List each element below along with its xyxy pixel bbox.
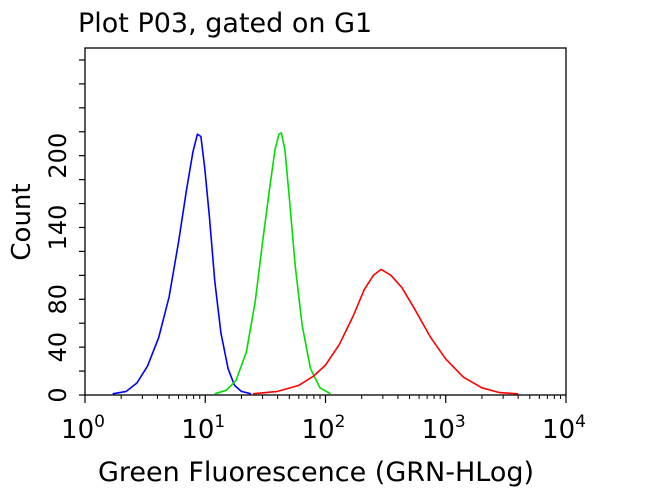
- series-line-1: [112, 133, 252, 395]
- y-axis: 0 40 80 140 200: [44, 59, 85, 403]
- x-axis: 100 101 102 103 104: [61, 395, 586, 445]
- x-tick-exponent: 4: [575, 412, 586, 432]
- x-tick-base: 10: [302, 415, 335, 445]
- x-tick-label: 104: [542, 412, 586, 445]
- x-tick-base: 10: [542, 415, 575, 445]
- x-tick-base: 10: [422, 415, 455, 445]
- x-tick-exponent: 2: [335, 412, 346, 432]
- y-tick-label: 40: [44, 332, 72, 363]
- x-tick-label: 102: [302, 412, 346, 445]
- y-tick-label: 0: [44, 387, 72, 402]
- series-group: [112, 132, 519, 395]
- x-tick-exponent: 1: [214, 412, 225, 432]
- chart-title: Plot P03, gated on G1: [78, 8, 372, 39]
- x-tick-label: 100: [61, 412, 105, 445]
- series-line-3: [253, 268, 519, 395]
- y-tick-label: 80: [44, 284, 72, 315]
- x-tick-exponent: 0: [94, 412, 105, 432]
- x-tick-base: 10: [181, 415, 214, 445]
- series-line-2: [214, 132, 331, 395]
- y-tick-label: 200: [44, 133, 72, 179]
- y-axis-label: Count: [7, 183, 37, 260]
- x-tick-label: 103: [422, 412, 466, 445]
- x-tick-base: 10: [61, 415, 94, 445]
- x-axis-label: Green Fluorescence (GRN-HLog): [98, 457, 534, 488]
- x-tick-exponent: 3: [455, 412, 466, 432]
- y-tick-label: 140: [44, 205, 72, 251]
- x-tick-label: 101: [181, 412, 225, 445]
